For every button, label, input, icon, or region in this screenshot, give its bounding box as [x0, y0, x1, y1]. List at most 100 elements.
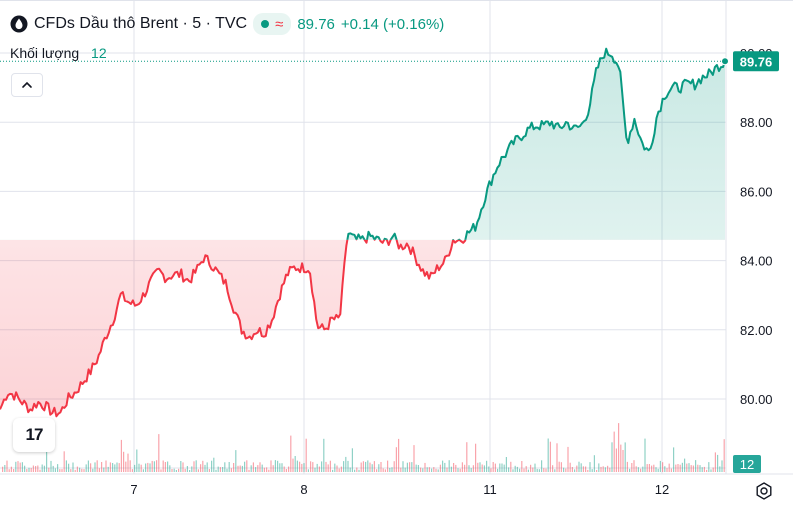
- volume-bar: [118, 463, 120, 472]
- volume-bar: [545, 468, 547, 472]
- volume-bar: [296, 460, 298, 472]
- volume-bar: [244, 461, 246, 472]
- volume-bar: [345, 456, 347, 472]
- tradingview-logo[interactable]: 17: [13, 418, 55, 452]
- volume-bar: [140, 464, 142, 472]
- volume-bar: [70, 469, 72, 472]
- volume-bar: [466, 442, 468, 472]
- volume-bar: [670, 468, 672, 472]
- volume-bar: [160, 469, 162, 472]
- volume-bar: [109, 462, 111, 472]
- volume-bar: [24, 465, 26, 472]
- volume-bar: [202, 460, 204, 472]
- time-axis[interactable]: 7 8 11 12: [130, 482, 669, 497]
- volume-bar: [538, 469, 540, 472]
- volume-bar: [398, 438, 400, 472]
- volume-bar: [589, 462, 591, 472]
- volume-bar: [303, 463, 305, 472]
- volume-bar: [105, 460, 107, 472]
- volume-bar: [252, 462, 254, 472]
- price-line: [0, 47, 729, 418]
- volume-bar: [679, 464, 681, 472]
- volume-bar: [609, 467, 611, 472]
- volume-bar: [85, 464, 87, 472]
- volume-bar: [580, 463, 582, 472]
- area-below-baseline: [0, 239, 725, 417]
- volume-bar: [28, 467, 30, 472]
- volume-bar: [453, 463, 455, 472]
- volume-bar: [712, 467, 714, 472]
- volume-bar: [541, 460, 543, 472]
- volume-bar: [19, 462, 21, 472]
- volume-bar: [514, 465, 516, 472]
- volume-bar: [237, 465, 239, 472]
- volume-bar: [431, 468, 433, 472]
- volume-bar: [197, 469, 199, 472]
- volume-bar: [714, 452, 716, 472]
- volume-bar: [63, 451, 65, 472]
- volume-bar: [356, 467, 358, 472]
- volume-bar: [123, 451, 125, 472]
- volume-bar: [83, 469, 85, 472]
- last-price: 89.76: [297, 15, 335, 33]
- volume-bar: [543, 468, 545, 472]
- volume-bar: [450, 466, 452, 472]
- volume-bar: [424, 462, 426, 472]
- symbol-legend[interactable]: CFDs Dầu thô Brent · 5 · TVC ≈ 89.76 +0.…: [10, 12, 444, 36]
- volume-bar: [719, 466, 721, 472]
- volume-bar: [307, 469, 309, 472]
- volume-bar: [158, 434, 160, 472]
- volume-bar: [442, 460, 444, 472]
- volume-bar: [457, 468, 459, 472]
- volume-bar: [501, 463, 503, 472]
- volume-bar: [195, 460, 197, 472]
- volume-value: 12: [91, 45, 107, 61]
- volume-bar: [21, 462, 23, 472]
- volume-bar: [373, 461, 375, 472]
- volume-bar: [567, 446, 569, 472]
- volume-bar: [46, 445, 48, 472]
- volume-bar: [340, 466, 342, 472]
- volume-bar: [226, 468, 228, 472]
- volume-bar: [633, 460, 635, 472]
- volume-legend[interactable]: Khối lượng 12: [10, 45, 107, 61]
- volume-bar: [521, 461, 523, 472]
- volume-bar: [681, 462, 683, 472]
- volume-bar: [675, 464, 677, 472]
- volume-bar: [248, 469, 250, 472]
- price-line-up: [346, 47, 726, 240]
- volume-bar: [409, 462, 411, 472]
- volume-bar: [211, 460, 213, 472]
- volume-bar: [710, 469, 712, 472]
- price-tags: 89.76 12: [733, 51, 779, 473]
- volume-bar: [288, 466, 290, 472]
- volume-bar: [492, 462, 494, 472]
- volume-bar: [391, 467, 393, 472]
- volume-bar: [475, 443, 477, 472]
- volume-bar: [503, 464, 505, 472]
- volume-bar: [283, 466, 285, 472]
- volume-bar: [662, 462, 664, 472]
- volume-bar: [461, 462, 463, 472]
- volume-bar: [677, 464, 679, 472]
- volume-bar: [699, 465, 701, 472]
- price-tick-label: 86.00: [740, 184, 773, 199]
- volume-bar: [219, 467, 221, 472]
- volume-bar: [103, 467, 105, 472]
- volume-bar: [138, 463, 140, 472]
- volume-bar: [285, 469, 287, 472]
- symbol-title[interactable]: CFDs Dầu thô Brent · 5 · TVC: [34, 15, 248, 32]
- market-status-badge[interactable]: ≈: [253, 13, 292, 35]
- volume-bar: [411, 462, 413, 472]
- volume-bar: [327, 464, 329, 472]
- volume-bar: [129, 460, 131, 472]
- settings-gear-icon[interactable]: [754, 481, 774, 501]
- volume-bar: [686, 463, 688, 472]
- volume-bar: [233, 463, 235, 472]
- collapse-legend-button[interactable]: [11, 73, 43, 97]
- volume-bar: [631, 463, 633, 472]
- wave-icon: ≈: [275, 15, 284, 33]
- volume-bar: [481, 464, 483, 472]
